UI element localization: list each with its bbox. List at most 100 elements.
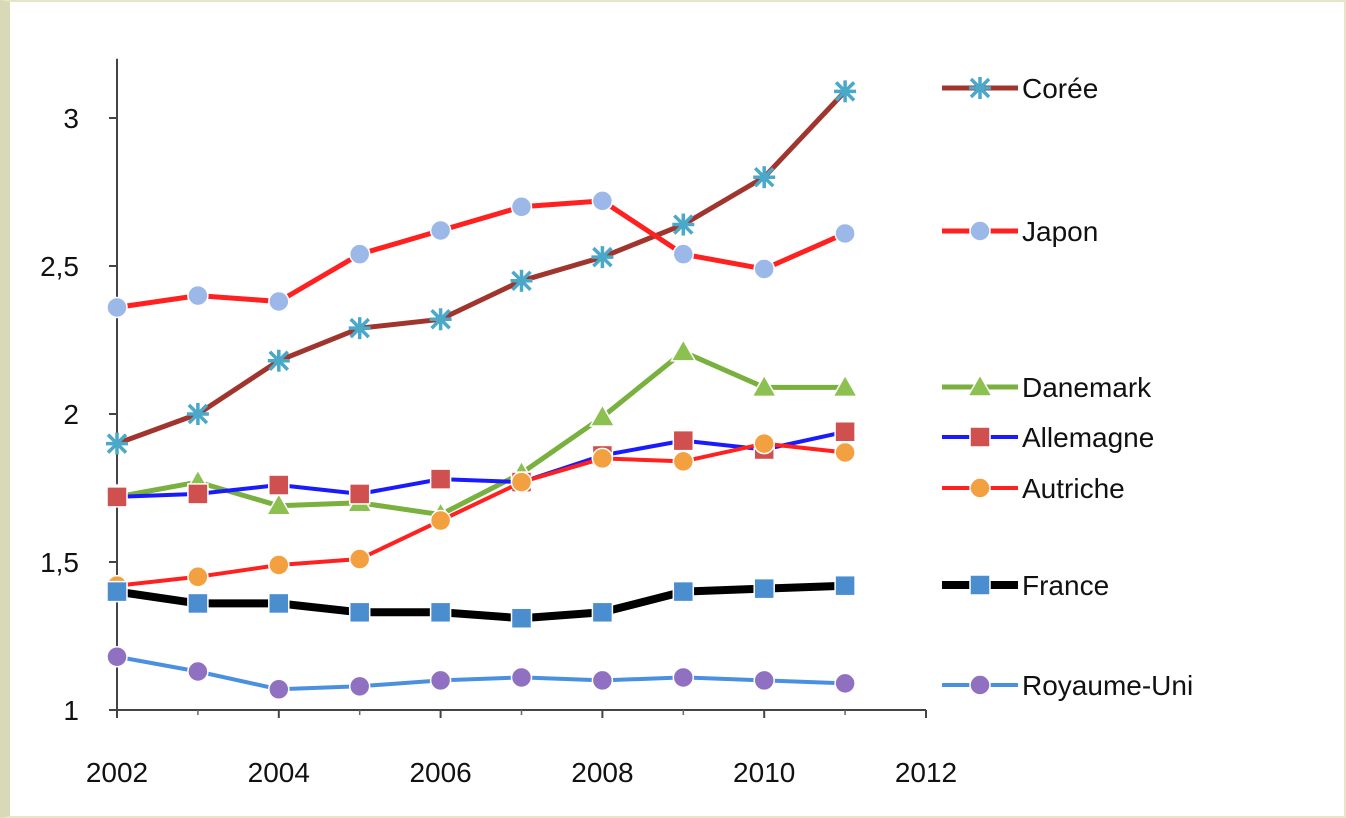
data-point bbox=[591, 601, 614, 624]
data-point bbox=[591, 447, 614, 470]
data-point bbox=[510, 471, 533, 493]
data-point bbox=[187, 592, 209, 615]
data-point bbox=[186, 403, 209, 425]
data-point bbox=[187, 284, 209, 307]
data-point bbox=[750, 373, 778, 398]
data-point bbox=[834, 222, 856, 245]
data-point bbox=[672, 243, 695, 265]
legend-item: France bbox=[942, 570, 1109, 601]
data-point bbox=[106, 296, 128, 319]
legend-label: Autriche bbox=[1022, 473, 1125, 504]
data-point bbox=[187, 660, 209, 683]
data-point bbox=[591, 669, 614, 692]
data-point bbox=[106, 580, 128, 603]
series-2 bbox=[103, 338, 859, 525]
data-point bbox=[834, 672, 856, 695]
legend-label: Corée bbox=[1022, 73, 1098, 104]
data-point bbox=[670, 338, 697, 362]
x-tick-label: 2008 bbox=[571, 757, 633, 788]
series-0 bbox=[106, 80, 857, 455]
data-point bbox=[267, 349, 290, 372]
series-line bbox=[113, 581, 850, 623]
y-tick-label: 1 bbox=[63, 695, 79, 726]
data-point bbox=[834, 80, 857, 103]
series-4 bbox=[106, 432, 856, 597]
data-point bbox=[429, 219, 452, 242]
x-tick-label: 2002 bbox=[86, 757, 148, 788]
data-point bbox=[753, 432, 775, 455]
series-layer bbox=[103, 80, 859, 701]
legend-marker bbox=[969, 574, 991, 596]
data-point bbox=[268, 290, 290, 313]
data-point bbox=[348, 317, 371, 340]
data-point bbox=[672, 450, 695, 473]
data-point bbox=[510, 607, 533, 629]
data-point bbox=[348, 675, 371, 698]
data-point bbox=[510, 269, 533, 292]
data-point bbox=[591, 246, 614, 269]
data-point bbox=[348, 548, 371, 570]
series-line bbox=[115, 441, 848, 588]
data-point bbox=[268, 474, 290, 496]
series-6 bbox=[106, 645, 856, 701]
x-tick-label: 2004 bbox=[248, 757, 310, 788]
series-line bbox=[115, 429, 848, 499]
legend-label: Allemagne bbox=[1022, 422, 1154, 453]
data-point bbox=[753, 258, 775, 280]
data-point bbox=[348, 601, 371, 624]
data-point bbox=[187, 566, 209, 588]
legend: Corée Japon Danemark Allemagne Autriche Franc… bbox=[942, 73, 1193, 701]
series-1 bbox=[106, 190, 856, 319]
data-point bbox=[106, 486, 128, 508]
series-line bbox=[114, 198, 848, 310]
data-point bbox=[753, 166, 776, 189]
legend-label: Royaume-Uni bbox=[1022, 670, 1193, 701]
data-point bbox=[589, 403, 616, 427]
series-line bbox=[115, 654, 848, 692]
y-tick-label: 2 bbox=[63, 399, 79, 430]
data-point bbox=[265, 492, 293, 516]
data-point bbox=[672, 213, 695, 236]
legend-marker bbox=[969, 674, 991, 696]
data-point bbox=[834, 421, 856, 443]
y-tick-label: 1,5 bbox=[40, 547, 79, 578]
data-point bbox=[831, 373, 859, 398]
data-point bbox=[753, 669, 775, 692]
legend-marker bbox=[969, 477, 991, 499]
data-point bbox=[106, 645, 128, 668]
legend-label: Japon bbox=[1022, 216, 1098, 247]
data-point bbox=[106, 432, 128, 455]
data-point bbox=[268, 678, 290, 701]
data-point bbox=[672, 429, 695, 452]
data-point bbox=[834, 574, 856, 597]
y-tick-label: 2,5 bbox=[40, 251, 79, 282]
legend-item: Autriche bbox=[942, 473, 1125, 504]
legend-label: France bbox=[1022, 570, 1109, 601]
series-5 bbox=[106, 574, 856, 629]
legend-marker bbox=[969, 77, 991, 99]
x-tick-label: 2012 bbox=[895, 757, 957, 788]
legend-item: Japon bbox=[942, 216, 1098, 247]
data-point bbox=[429, 468, 452, 490]
y-tick-label: 3 bbox=[63, 103, 79, 134]
data-point bbox=[429, 669, 452, 692]
data-point bbox=[348, 243, 371, 265]
legend-marker bbox=[969, 426, 991, 448]
data-point bbox=[672, 666, 695, 689]
legend-item: Danemark bbox=[942, 372, 1152, 403]
x-tick-label: 2010 bbox=[733, 757, 795, 788]
data-point bbox=[429, 308, 452, 331]
data-point bbox=[348, 483, 371, 505]
x-tick-label: 2006 bbox=[409, 757, 471, 788]
data-point bbox=[510, 196, 533, 218]
series-line bbox=[114, 349, 848, 518]
legend-item: Royaume-Uni bbox=[942, 670, 1193, 701]
series-line bbox=[114, 88, 848, 447]
data-point bbox=[429, 509, 452, 532]
data-point bbox=[268, 592, 290, 615]
data-point bbox=[429, 601, 452, 624]
data-point bbox=[672, 580, 695, 603]
legend-label: Danemark bbox=[1022, 372, 1152, 403]
